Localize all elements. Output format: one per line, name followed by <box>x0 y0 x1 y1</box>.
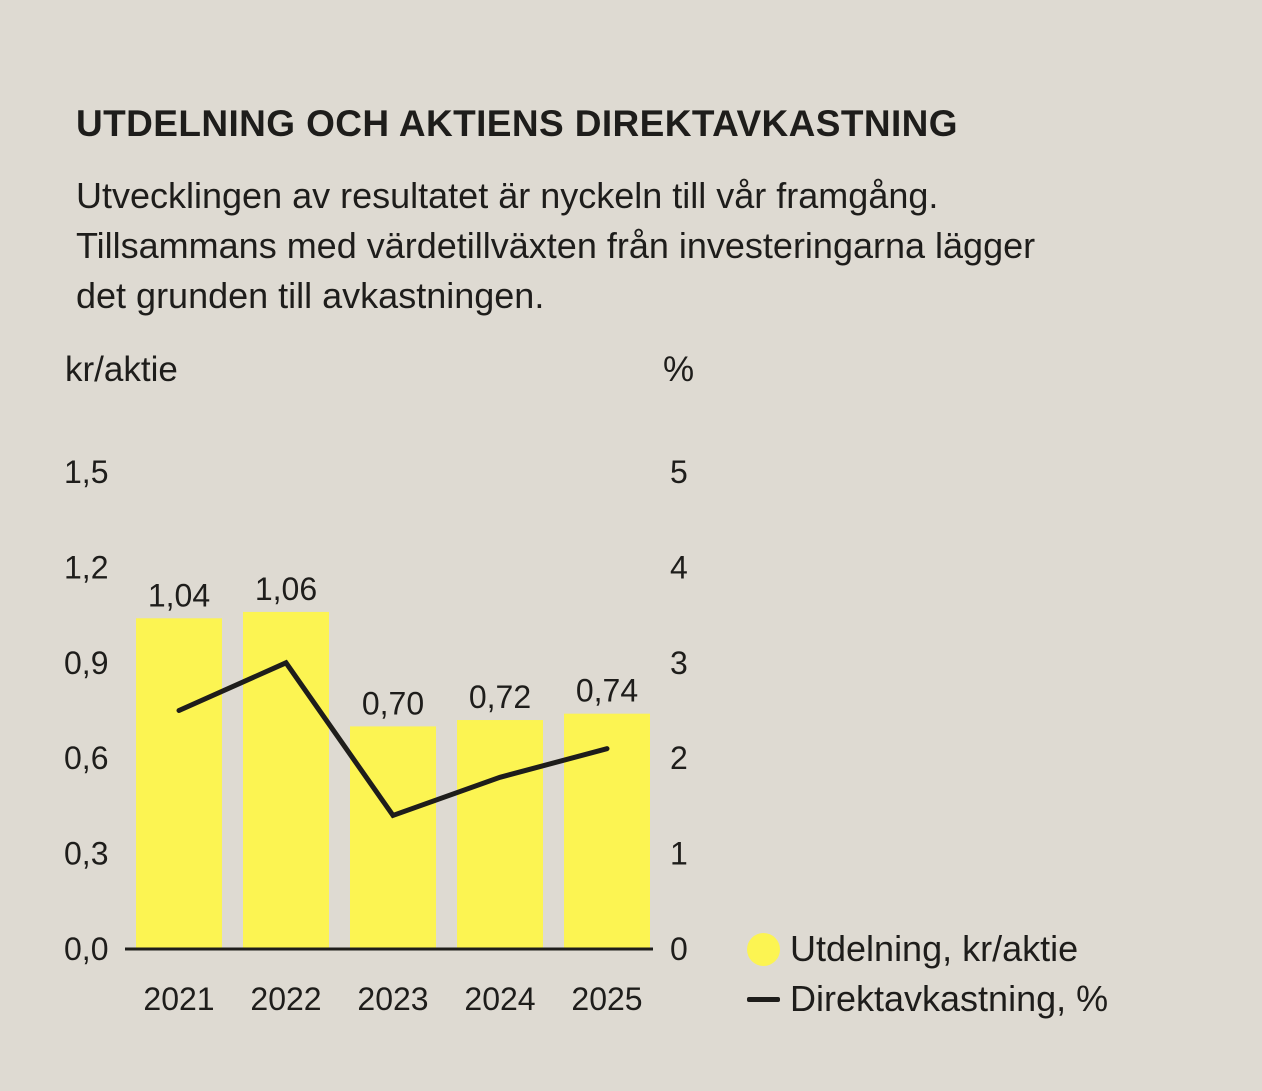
x-axis-category-label: 2021 <box>143 981 214 1017</box>
right-axis-tick: 3 <box>670 645 688 681</box>
x-axis-category-label: 2023 <box>357 981 428 1017</box>
x-axis-category-label: 2024 <box>464 981 535 1017</box>
bar-value-label: 0,74 <box>576 673 638 709</box>
left-axis-tick: 0,3 <box>64 836 108 872</box>
bar-2023 <box>350 726 436 948</box>
legend-label-direktavkastning: Direktavkastning, % <box>790 978 1109 1019</box>
left-axis-tick: 0,9 <box>64 645 108 681</box>
left-axis-tick: 1,2 <box>64 549 108 585</box>
bar-2022 <box>243 611 329 948</box>
left-axis-unit-label: kr/aktie <box>65 350 178 389</box>
legend-item-utdelning: Utdelning, kr/aktie <box>747 924 1108 974</box>
chart-description: Utvecklingen av resultatet är nyckeln ti… <box>76 171 1035 321</box>
description-line: det grunden till avkastningen. <box>76 275 545 316</box>
bar-2025 <box>564 713 650 948</box>
right-axis-tick: 0 <box>670 931 688 967</box>
right-axis-tick: 5 <box>670 454 688 490</box>
bar-value-label: 0,72 <box>469 679 531 715</box>
left-axis-tick: 0,0 <box>64 931 108 967</box>
chart-legend: Utdelning, kr/aktie Direktavkastning, % <box>747 924 1108 1024</box>
right-axis-tick: 2 <box>670 740 688 776</box>
bar-2021 <box>136 618 222 948</box>
right-axis-tick: 1 <box>670 836 688 872</box>
right-axis-tick: 4 <box>670 549 688 585</box>
direktavkastning-line <box>176 659 610 819</box>
bar-value-label: 1,04 <box>148 577 210 613</box>
left-axis-tick: 1,5 <box>64 454 108 490</box>
left-axis-tick: 0,6 <box>64 740 108 776</box>
legend-item-direktavkastning: Direktavkastning, % <box>747 974 1108 1024</box>
right-axis-unit-label: % <box>663 350 695 389</box>
bar-value-label: 0,70 <box>362 685 424 721</box>
x-axis-category-label: 2025 <box>571 981 642 1017</box>
bar-2024 <box>457 720 543 948</box>
bar-value-label: 1,06 <box>255 571 317 607</box>
bar-series-swatch-icon <box>747 932 780 966</box>
x-axis-category-label: 2022 <box>250 981 321 1017</box>
legend-label-utdelning: Utdelning, kr/aktie <box>790 928 1079 969</box>
chart-title: UTDELNING OCH AKTIENS DIREKTAVKASTNING <box>76 102 958 144</box>
line-series-swatch-icon <box>747 996 780 1002</box>
description-line: Tillsammans med värdetillväxten från inv… <box>76 225 1036 266</box>
description-line: Utvecklingen av resultatet är nyckeln ti… <box>76 175 939 216</box>
